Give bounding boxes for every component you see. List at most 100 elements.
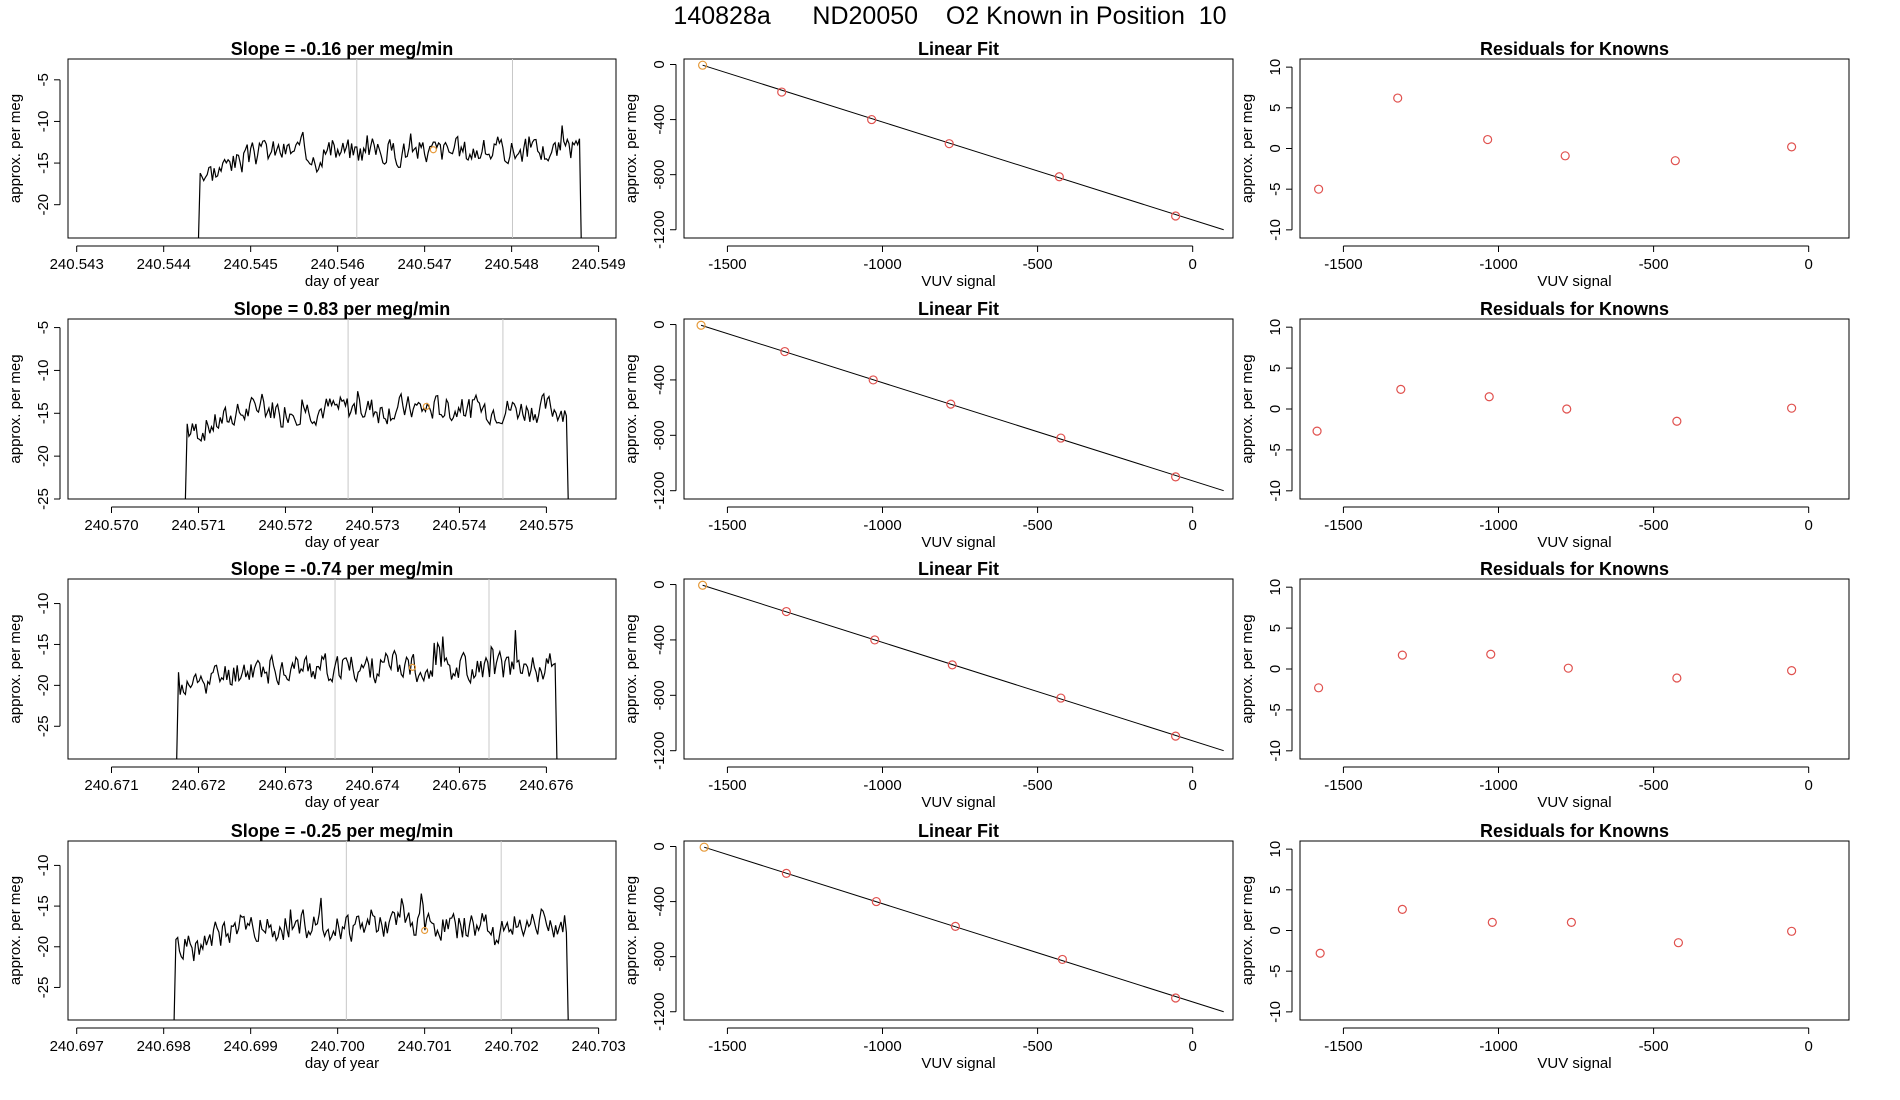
linear-fit-panel-row-3: Linear Fit -1500 -1000 -500 0 VUV signal 0 -400… xyxy=(623,559,1234,811)
linear-fit-panel-row-2: Linear Fit -1500 -1000 -500 0 VUV signal 0 -400… xyxy=(623,299,1234,551)
data-point xyxy=(1566,917,1576,927)
plot-frame xyxy=(683,578,1234,760)
x-tick-label: -1500 xyxy=(1324,517,1362,534)
chart-title: Slope = -0.16 per meg/min xyxy=(231,39,454,59)
chart-title: Linear Fit xyxy=(918,299,999,319)
y-tick-label: -10 xyxy=(1267,219,1284,241)
y-tick-label: 0 xyxy=(651,60,668,68)
x-tick-label: -500 xyxy=(1023,256,1053,273)
data-point xyxy=(946,399,956,409)
y-tick-label: -20 xyxy=(35,445,52,467)
y-tick-label: -5 xyxy=(1267,443,1284,456)
data-point xyxy=(1787,666,1797,676)
y-tick-label: -1200 xyxy=(651,211,668,249)
y-axis: 0 -400 -800 -1200 xyxy=(651,580,677,770)
data-point xyxy=(1487,917,1497,927)
y-tick-label: 5 xyxy=(1267,886,1284,894)
x-tick-label: -1000 xyxy=(1479,777,1517,794)
chart-title: Linear Fit xyxy=(918,821,999,841)
data-point xyxy=(1787,926,1797,936)
x-tick-label: -500 xyxy=(1639,517,1669,534)
plot-frame xyxy=(683,840,1234,1021)
series-line xyxy=(184,391,569,500)
y-tick-label: -10 xyxy=(1267,1001,1284,1023)
y-axis: -5 -10 -15 -20 -25 xyxy=(35,321,61,510)
chart-title: Residuals for Knowns xyxy=(1480,299,1669,319)
linear-fit-panel-row-4: Linear Fit -1500 -1000 -500 0 VUV signal 0 -400… xyxy=(623,821,1234,1072)
x-tick-label: 240.545 xyxy=(224,256,278,273)
y-tick-label: -25 xyxy=(35,488,52,510)
x-tick-label: 240.544 xyxy=(137,256,191,273)
chart-title: Slope = -0.25 per meg/min xyxy=(231,821,454,841)
chart-title: Residuals for Knowns xyxy=(1480,821,1669,841)
y-tick-label: -400 xyxy=(651,105,668,135)
data-point xyxy=(1171,731,1181,741)
chart-title: Residuals for Knowns xyxy=(1480,559,1669,579)
y-tick-label: 0 xyxy=(651,580,668,588)
y-axis-label: approx. per meg xyxy=(623,614,640,723)
data-point xyxy=(1315,948,1325,958)
midpoint-marker xyxy=(408,663,417,671)
x-axis-label: VUV signal xyxy=(921,794,995,811)
y-tick-label: -15 xyxy=(35,634,52,656)
y-tick-label: -5 xyxy=(1267,965,1284,978)
y-axis: 10 5 0 -5 -10 xyxy=(1267,579,1293,762)
x-tick-label: 240.702 xyxy=(485,1038,539,1055)
x-tick-label: 240.575 xyxy=(519,517,573,534)
y-axis-label: approx. per meg xyxy=(623,94,640,203)
series-line xyxy=(173,893,569,1021)
y-tick-label: -1200 xyxy=(651,993,668,1031)
data-point xyxy=(1787,142,1797,152)
data-point xyxy=(1056,693,1066,703)
x-axis: -1500 -1000 -500 0 xyxy=(708,766,1197,794)
fit-line xyxy=(702,584,1224,752)
y-tick-label: -20 xyxy=(35,936,52,958)
x-tick-label: 0 xyxy=(1805,517,1813,534)
x-axis: -1500 -1000 -500 0 xyxy=(708,245,1197,273)
data-point xyxy=(1393,93,1403,103)
y-tick-label: -20 xyxy=(35,675,52,697)
y-tick-label: -1200 xyxy=(651,472,668,510)
x-axis-label: VUV signal xyxy=(1537,534,1611,551)
x-axis: 240.671 240.672 240.673 240.674 240.675 240.6… xyxy=(84,766,574,794)
x-tick-label: -500 xyxy=(1023,1038,1053,1055)
x-tick-label: -1500 xyxy=(708,256,746,273)
x-axis-label: VUV signal xyxy=(921,534,995,551)
x-tick-label: -1500 xyxy=(1324,1038,1362,1055)
x-axis: -1500 -1000 -500 0 xyxy=(1324,766,1813,794)
x-tick-label: 240.703 xyxy=(571,1038,625,1055)
x-tick-label: -1000 xyxy=(1479,517,1517,534)
data-point xyxy=(947,660,957,670)
y-tick-label: 0 xyxy=(1267,405,1284,413)
data-point xyxy=(1396,384,1406,394)
x-axis-label: VUV signal xyxy=(1537,794,1611,811)
x-tick-label: 240.572 xyxy=(258,517,312,534)
x-axis-label: day of year xyxy=(305,1055,379,1072)
x-tick-label: 0 xyxy=(1805,777,1813,794)
y-tick-label: -10 xyxy=(35,593,52,615)
data-point xyxy=(1563,663,1573,673)
x-tick-label: -1000 xyxy=(1479,1038,1517,1055)
linear-fit-panel-row-1: Linear Fit -1500 -1000 -500 0 VUV signal 0 -400… xyxy=(623,39,1234,290)
x-tick-label: 240.543 xyxy=(50,256,104,273)
plot-frame xyxy=(1299,578,1850,760)
y-axis-label: approx. per meg xyxy=(623,354,640,463)
chart-title: Slope = 0.83 per meg/min xyxy=(234,299,451,319)
y-axis: 10 5 0 -5 -10 xyxy=(1267,319,1293,502)
x-tick-label: 240.546 xyxy=(311,256,365,273)
chart-title: Linear Fit xyxy=(918,39,999,59)
x-tick-label: 240.697 xyxy=(50,1038,104,1055)
x-axis-label: VUV signal xyxy=(921,273,995,290)
y-axis: -10 -15 -20 -25 xyxy=(35,855,61,998)
y-axis: 10 5 0 -5 -10 xyxy=(1267,59,1293,241)
y-tick-label: -10 xyxy=(1267,480,1284,502)
y-tick-label: -5 xyxy=(1267,703,1284,716)
y-axis-label: approx. per meg xyxy=(7,94,24,203)
x-tick-label: 240.548 xyxy=(485,256,539,273)
x-axis-label: VUV signal xyxy=(1537,273,1611,290)
y-axis: -10 -15 -20 -25 xyxy=(35,593,61,737)
x-tick-label: 0 xyxy=(1189,256,1197,273)
data-point xyxy=(870,635,880,645)
x-tick-label: 240.571 xyxy=(171,517,225,534)
